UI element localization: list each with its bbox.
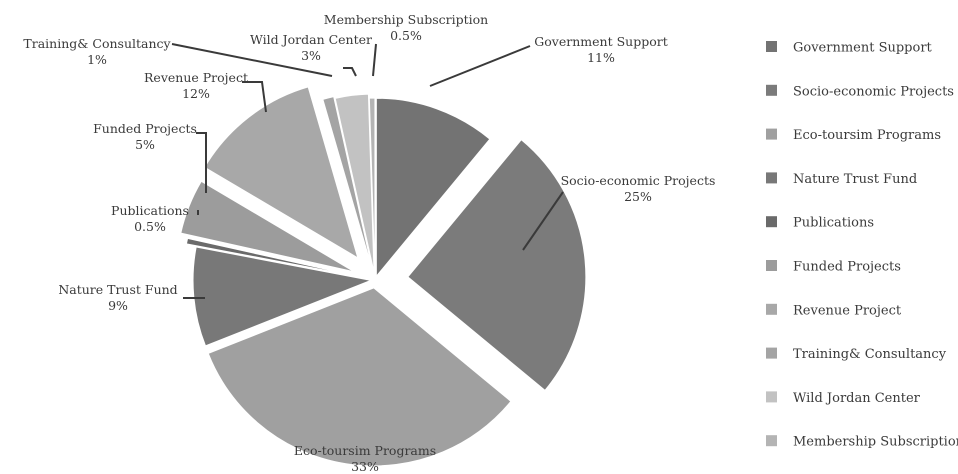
leader-line-socio-economic-projects — [522, 191, 564, 251]
slice-eco-toursim-programs — [207, 287, 512, 467]
slice-training-consultancy — [322, 96, 373, 271]
legend-swatch-wild-jordan-center — [766, 391, 777, 403]
slice-percent-publications: 0.5% — [134, 219, 166, 234]
legend-swatch-socio-economic-projects — [766, 84, 777, 96]
legend-label-socio-economic-projects: Socio-economic Projects — [793, 84, 954, 99]
legend-swatch-training-consultancy — [766, 347, 777, 359]
leader-line-wild-jordan-center — [343, 67, 357, 77]
slice-label-revenue-project: Revenue Project — [144, 70, 248, 85]
slice-socio-economic-projects — [407, 139, 587, 392]
slice-revenue-project — [203, 86, 359, 259]
legend-label-training-consultancy: Training& Consultancy — [793, 347, 947, 362]
slice-publications — [185, 237, 362, 278]
slice-label-membership-subscription: Membership Subscription — [324, 12, 488, 27]
legend-swatch-membership-subscription — [766, 435, 777, 447]
slice-percent-membership-subscription: 0.5% — [390, 28, 422, 43]
legend-swatch-government-support — [766, 41, 777, 52]
legend-label-government-support: Government Support — [793, 41, 933, 56]
leader-line-funded-projects — [196, 132, 207, 193]
legend-swatch-nature-trust-fund — [766, 172, 777, 184]
pie-slices — [180, 86, 587, 467]
slice-percent-funded-projects: 5% — [135, 137, 155, 152]
legend-swatch-funded-projects — [766, 260, 777, 271]
slice-label-eco-toursim-programs: Eco-toursim Programs — [294, 443, 436, 458]
slice-government-support — [375, 97, 491, 278]
slice-label-wild-jordan-center: Wild Jordan Center — [250, 32, 372, 47]
slice-membership-subscription — [368, 97, 376, 277]
leader-line-government-support — [429, 45, 531, 87]
legend-swatch-publications — [766, 216, 777, 228]
leader-line-training-consultancy — [171, 43, 333, 77]
slice-label-publications: Publications — [111, 203, 189, 218]
slice-label-government-support: Government Support — [534, 34, 667, 49]
slice-percent-revenue-project: 12% — [182, 86, 210, 101]
legend-label-wild-jordan-center: Wild Jordan Center — [793, 391, 921, 406]
slice-label-nature-trust-fund: Nature Trust Fund — [58, 282, 177, 297]
legend-label-publications: Publications — [793, 216, 874, 231]
slice-percent-socio-economic-projects: 25% — [624, 189, 652, 204]
legend-swatch-revenue-project — [766, 303, 777, 315]
slice-percent-training-consultancy: 1% — [87, 52, 107, 67]
slice-label-training-consultancy: Training& Consultancy — [23, 36, 171, 51]
slice-wild-jordan-center — [334, 93, 375, 273]
legend-label-eco-toursim-programs: Eco-toursim Programs — [793, 128, 941, 143]
label-leader-lines — [171, 43, 564, 299]
slice-percent-nature-trust-fund: 9% — [108, 298, 128, 313]
legend-swatch-eco-toursim-programs — [766, 128, 777, 140]
slice-percent-wild-jordan-center: 3% — [301, 48, 321, 63]
leader-line-membership-subscription — [372, 43, 377, 77]
legend-label-nature-trust-fund: Nature Trust Fund — [793, 172, 917, 187]
legend: Government Support Socio-economic Project… — [766, 41, 958, 450]
leader-line-revenue-project — [242, 81, 267, 113]
legend-label-funded-projects: Funded Projects — [793, 260, 901, 275]
slice-label-funded-projects: Funded Projects — [93, 121, 197, 136]
slice-label-socio-economic-projects: Socio-economic Projects — [561, 173, 716, 188]
slice-funded-projects — [180, 180, 355, 273]
legend-label-membership-subscription: Membership Subscription — [793, 435, 958, 450]
slice-percent-eco-toursim-programs: 33% — [351, 459, 379, 474]
legend-label-revenue-project: Revenue Project — [793, 303, 902, 318]
slice-percent-government-support: 11% — [587, 50, 615, 65]
